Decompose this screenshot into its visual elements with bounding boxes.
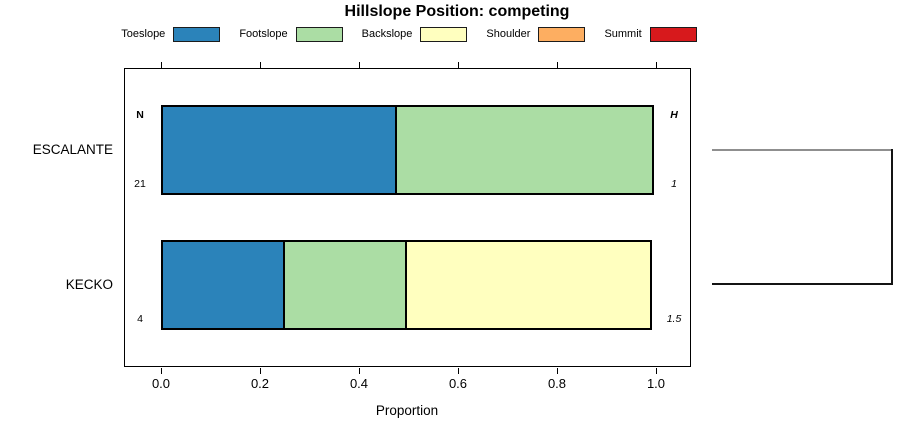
x-tick-bottom (656, 368, 657, 374)
bar-row-escalante (161, 105, 656, 195)
legend-item-footslope: Footslope (239, 26, 343, 42)
bar-segment-footslope (282, 240, 407, 330)
dendrogram-branch-top (712, 149, 893, 151)
bar-segment-backslope (404, 240, 652, 330)
annotation-21: 21 (134, 178, 146, 190)
row-label-escalante: ESCALANTE (32, 142, 113, 157)
x-tick-label: 0.8 (547, 376, 567, 391)
legend-label: Summit (604, 27, 642, 40)
legend-swatch-summit (649, 26, 697, 42)
x-tick-bottom (458, 368, 459, 374)
annotation-15: 1.5 (666, 313, 682, 325)
x-tick-bottom (557, 368, 558, 374)
x-tick-label: 0.4 (349, 376, 369, 391)
x-tick-label: 1.0 (646, 376, 666, 391)
x-tick-top (557, 62, 558, 68)
x-tick-bottom (260, 368, 261, 374)
dendrogram-join (891, 149, 893, 285)
legend-label: Footslope (239, 27, 288, 40)
legend-item-toeslope: Toeslope (121, 26, 221, 42)
x-tick-top (656, 62, 657, 68)
annotation-H: H (670, 109, 678, 121)
legend-label: Backslope (361, 27, 413, 40)
x-tick-top (458, 62, 459, 68)
legend-label: Shoulder (486, 27, 531, 40)
x-tick-top (359, 62, 360, 68)
legend-label: Toeslope (121, 27, 166, 40)
legend-swatch-shoulder (538, 26, 586, 42)
bar-segment-toeslope (161, 105, 397, 195)
bar-segment-footslope (394, 105, 654, 195)
legend-swatch-toeslope (173, 26, 221, 42)
x-tick-label: 0.6 (448, 376, 468, 391)
x-tick-label: 0.2 (250, 376, 270, 391)
row-label-kecko: KECKO (65, 277, 113, 292)
bar-segment-toeslope (161, 240, 285, 330)
annotation-N: N (136, 109, 144, 121)
x-tick-bottom (359, 368, 360, 374)
x-tick-label: 0.0 (151, 376, 171, 391)
bar-row-kecko (161, 240, 656, 330)
x-tick-bottom (161, 368, 162, 374)
x-axis-label: Proportion (375, 403, 439, 418)
chart-title: Hillslope Position: competing (344, 3, 570, 20)
legend-item-shoulder: Shoulder (486, 26, 586, 42)
legend-swatch-footslope (295, 26, 343, 42)
chart-legend: Toeslope Footslope Backslope Shoulder Summit (0, 26, 818, 42)
annotation-4: 4 (137, 313, 143, 325)
x-tick-top (260, 62, 261, 68)
legend-item-summit: Summit (604, 26, 697, 42)
dendrogram-branch-bottom (712, 283, 893, 285)
legend-swatch-backslope (420, 26, 468, 42)
annotation-1: 1 (671, 178, 677, 190)
legend-item-backslope: Backslope (361, 26, 468, 42)
x-tick-top (161, 62, 162, 68)
